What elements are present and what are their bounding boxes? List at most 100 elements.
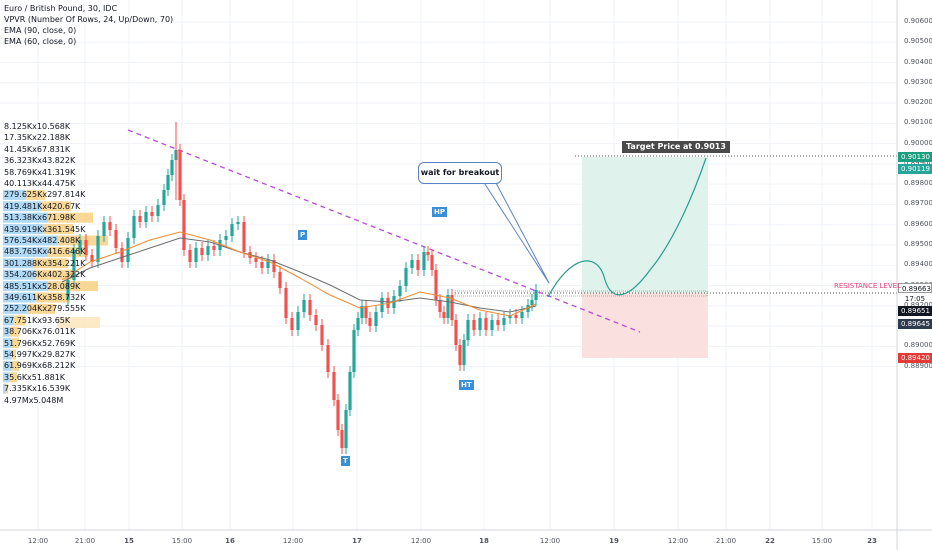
candle-body [102,222,106,236]
candle-body [266,260,270,268]
time-tick-label: 23 [867,537,877,545]
vpvr-bar-down [48,281,98,292]
candle-body [96,236,100,262]
vpvr-bar-down [11,338,19,349]
ema-60-line [61,231,537,317]
vpvr-bar-up [3,383,5,394]
price-tick-label: 0.90300 [904,77,932,86]
time-tick-label: 12:00 [27,537,49,545]
candle-body [368,318,372,326]
candle-body [78,240,82,250]
candle-body [344,410,348,448]
candle-body [438,300,442,312]
profit-zone [582,157,708,293]
vpvr-bar-down [5,383,8,394]
vpvr-row-label: 576.54Kx482.408K [4,236,81,245]
candle-body [484,318,488,330]
candle-body [278,272,282,288]
breakout-callout[interactable]: wait for breakout [418,162,502,184]
vpvr-row-label: 54.997Kx29.827K [4,350,76,359]
vpvr-bar-down [9,326,19,337]
vpvr-row-label: 58.769Kx41.319K [4,167,76,177]
price-tick-label: 0.90100 [904,118,932,127]
vpvr-row-label: 354.206Kx402.322K [4,270,86,280]
candle-body [404,268,408,286]
vpvr-bar-up [3,315,13,326]
candle-body [526,305,530,312]
vpvr-row-label: 483.765Kx416.646K [4,247,86,257]
vpvr-row-label: 419.481Kx420.67K [4,201,81,211]
candle-body [410,260,414,268]
candle-body [200,248,204,255]
price-tick-label: 0.90200 [904,98,932,107]
price-tag: 0.89645 [898,319,932,329]
candle-body [166,175,170,190]
vpvr-row-label: 61.969Kx68.212K [4,361,76,371]
candle-body [490,320,494,330]
vpvr-bar-down [35,292,70,303]
candle-body [348,372,352,410]
vpvr-bar-down [27,303,55,314]
vpvr-row-label: 51.796Kx52.769K [4,338,76,348]
candle-body [254,258,258,262]
vpvr-bar-up [3,338,11,349]
candle-body [326,345,330,372]
vpvr-bar-down [35,269,75,280]
time-tick-label: 19 [609,537,619,545]
vpvr-bar-down [41,201,71,212]
target-price-label: Target Price at 0.9013 [622,141,730,153]
candle-body [178,150,182,200]
indicator-vpvr: VPVR (Number Of Rows, 24, Up/Down, 70) [4,15,174,24]
time-tick-label: 21:00 [74,537,96,545]
candle-body [132,216,136,238]
vpvr-bar-down [48,212,93,223]
vpvr-row-label: 301.288Kx354.221K [4,258,86,268]
candle-body [374,312,378,326]
candle-body [430,255,434,270]
candle-body [120,248,124,262]
candle-body [90,255,94,262]
candle-body [472,320,476,330]
time-tick-label: 15 [124,537,134,545]
candle-body [530,300,534,305]
time-tick-label: 15:00 [811,537,833,545]
vpvr-row-label: 439.919Kx361.545K [4,224,86,234]
candle-body [114,230,118,248]
candle-body [162,190,166,205]
marker-ht: HT [459,380,474,390]
time-tick-label: 12:00 [667,537,689,545]
vpvr-bar-down [33,258,68,269]
time-tick-label: 12:00 [282,537,304,545]
candle-body [320,325,324,345]
candle-body [462,340,466,365]
candle-body [352,330,356,372]
vpvr-bar-up [3,303,27,314]
candle-body [242,222,246,252]
vpvr-bar-up [3,292,35,303]
candle-body [302,300,306,312]
countdown-tag: 17:05 [904,295,926,303]
vpvr-bar-down [11,349,16,360]
vpvr-background [0,0,1,1]
vpvr-row-label: 513.38Kx671.98K [4,213,76,223]
callout-pointer [494,180,550,284]
vpvr-bar-up [3,201,41,212]
price-tick-label: 0.90000 [904,138,932,147]
candle-body [224,236,228,240]
vpvr-bar-up [3,235,58,246]
marker-hp: HP [432,207,447,217]
vpvr-bar-down [11,360,19,371]
vpvr-row-label: 8.125Kx10.568K [4,122,71,131]
vpvr-row-label: 349.611Kx358.732K [4,293,86,302]
resistance-label: RESISTANCE LEVEL [834,282,901,290]
candle-body [296,312,300,330]
time-tick-label: 21:00 [715,537,737,545]
vpvr-bar-up [3,269,35,280]
vpvr-row-label: 485.51Kx528.089K [4,281,81,291]
candle-body [332,372,336,400]
candle-body [84,240,88,255]
time-tick-label: 12:00 [539,537,561,545]
candle-body [422,252,426,270]
candle-body [398,286,402,296]
